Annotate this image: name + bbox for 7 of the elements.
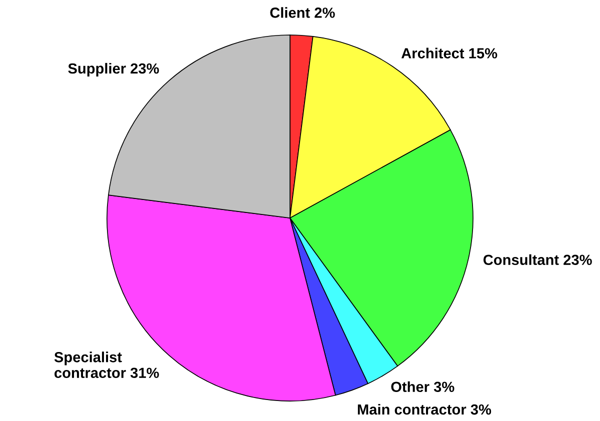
slice-label: Main contractor 3%	[358, 404, 492, 415]
slice-label: Specialist contractor 31%	[54, 352, 159, 378]
slice-label: Supplier 23%	[68, 62, 159, 77]
slice-label: Consultant 23%	[483, 254, 592, 266]
slice-label: Client 2%	[270, 7, 335, 18]
slice-label: Other 3%	[391, 381, 454, 392]
slice-label: Architect 15%	[401, 48, 498, 58]
